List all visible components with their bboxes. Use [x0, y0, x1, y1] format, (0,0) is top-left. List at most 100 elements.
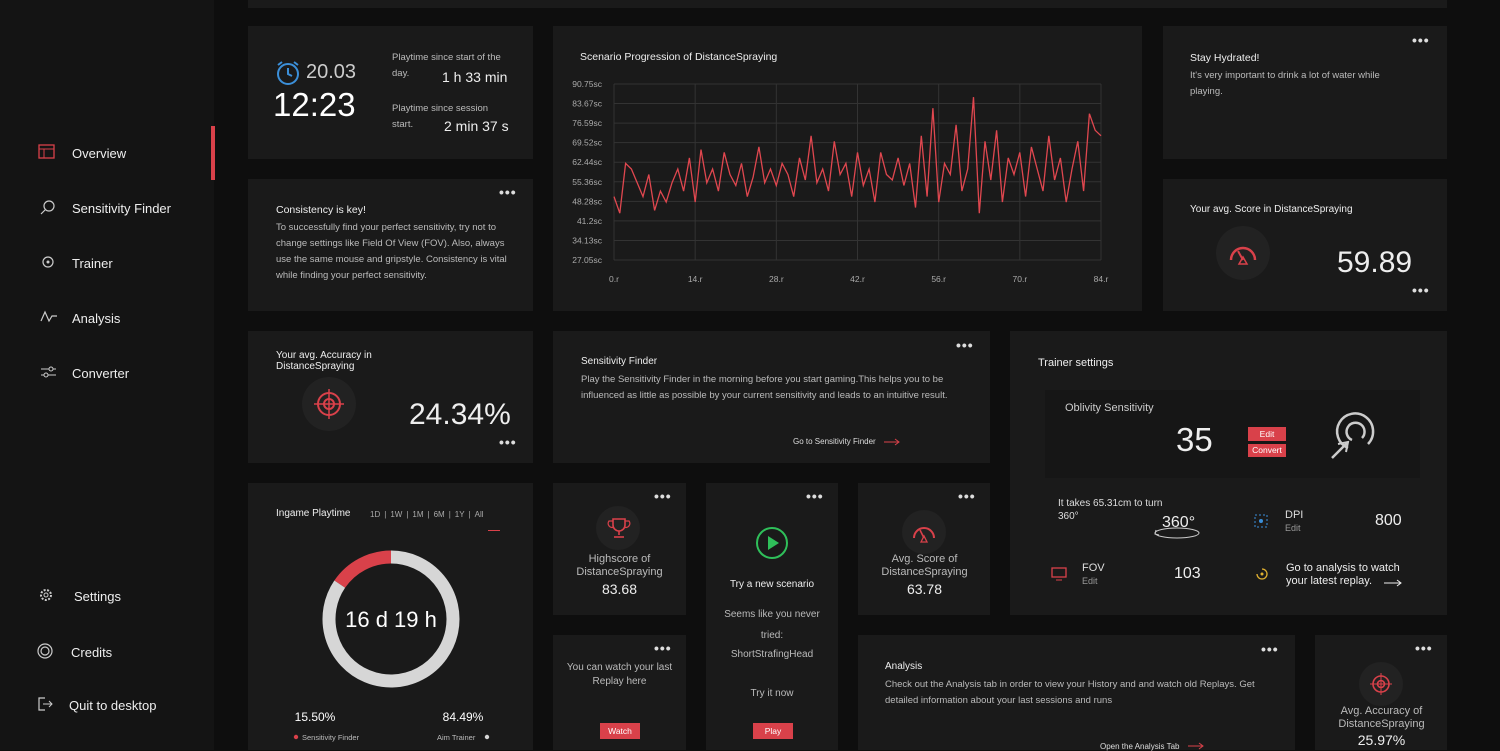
menu-dots[interactable]: ••• [956, 337, 974, 353]
nav-item[interactable]: Credits [71, 645, 113, 660]
donut-segment [334, 550, 392, 589]
stat-label: Your avg. Accuracy in DistanceSpraying [276, 350, 372, 372]
card-text: It's very important to drink a lot of wa… [1190, 70, 1380, 97]
playtime-card [248, 483, 533, 750]
edit-link[interactable]: Edit [1082, 576, 1098, 586]
menu-dots[interactable]: ••• [654, 488, 672, 504]
link[interactable]: Go to Sensitivity Finder [793, 437, 876, 446]
dpi-value: 800 [1375, 512, 1402, 529]
tip-card [858, 635, 1295, 750]
menu-dots[interactable]: ••• [499, 184, 517, 200]
card-title: Stay Hydrated! [1190, 52, 1260, 64]
card-text: Play the Sensitivity Finder in the morni… [581, 374, 948, 401]
legend-label: Sensitivity Finder [302, 733, 360, 742]
icon-bg [902, 510, 946, 554]
range-tab[interactable]: 1W [390, 510, 403, 519]
tip-card [553, 331, 990, 463]
line-chart: 27.05sc 34.13sc 41.2sc 48.28sc 55.36sc 62.44s… [572, 79, 1109, 284]
sensitivity-panel [1045, 390, 1420, 478]
menu-dots[interactable]: ••• [806, 488, 824, 504]
value: 1 h 33 min [442, 69, 508, 85]
range-tab[interactable]: 1M [412, 510, 424, 519]
card-text: Seems like you never tried: [724, 609, 820, 641]
replay-text[interactable]: Go to analysis to watch your latest repl… [1286, 562, 1400, 587]
menu-dots[interactable]: ••• [1415, 640, 1433, 656]
x-tick-label: 70.r [1013, 274, 1028, 284]
card-text: You can watch your last Replay here [566, 662, 673, 687]
gauge-icon [1229, 246, 1257, 265]
y-tick-label: 55.36sc [572, 177, 603, 187]
stat-value: 63.78 [906, 581, 943, 597]
watch-button[interactable]: Watch [600, 723, 640, 739]
menu-dots[interactable]: ••• [1261, 641, 1279, 657]
stat-label: Your avg. Score in DistanceSpraying [1190, 204, 1353, 215]
range-tabs: 1D | 1W | 1M | 6M | 1Y | All [370, 510, 484, 519]
donut-chart: 16 d 19 h 15.50% Sensitivity Finder 84.49% A… [293, 550, 490, 742]
card-title: Try a new scenario [729, 579, 815, 590]
nav-icon [40, 589, 52, 601]
nav-icon [41, 366, 56, 378]
separator: | [448, 510, 451, 519]
edit-link[interactable]: Edit [1285, 523, 1301, 533]
trophy-icon [607, 518, 631, 538]
x-tick-label: 84.r [1094, 274, 1109, 284]
play-button[interactable]: Play [753, 723, 793, 739]
tip-card [248, 179, 533, 311]
nav-item[interactable]: Trainer [72, 256, 113, 271]
link[interactable]: Open the Analysis Tab [1100, 742, 1180, 751]
range-tab[interactable]: All [474, 510, 484, 519]
stat-value: 59.89 [1337, 246, 1413, 279]
tip-card [1163, 26, 1447, 159]
active-indicator [211, 126, 215, 180]
sensitivity-icon [1331, 412, 1375, 459]
y-tick-label: 48.28sc [572, 196, 603, 206]
nav-item[interactable]: Converter [72, 366, 130, 381]
separator: | [427, 510, 430, 519]
center-label: 16 d 19 h [345, 607, 437, 632]
stat-label: Avg. Accuracy of DistanceSpraying [1338, 705, 1425, 730]
time: 12:23 [273, 86, 356, 123]
game-label: Oblivity Sensitivity [1065, 402, 1154, 414]
card-title: Sensitivity Finder [581, 356, 658, 367]
stat-value: 24.34% [409, 398, 511, 431]
stat-label: Highscore of DistanceSpraying [576, 553, 663, 578]
sidebar [0, 0, 214, 750]
range-tab[interactable]: 1Y [454, 510, 465, 519]
x-tick-label: 14.r [688, 274, 703, 284]
scenario-name: ShortStrafingHead [730, 649, 814, 660]
edit-button[interactable]: Edit [1248, 427, 1286, 441]
stat-value: 83.68 [601, 581, 638, 597]
menu-dots[interactable]: ••• [1412, 32, 1430, 48]
fov-value: 103 [1174, 565, 1201, 582]
range-tab[interactable]: 1D [370, 510, 381, 519]
stat-label: Avg. Score of DistanceSpraying [881, 553, 968, 578]
menu-dots[interactable]: ••• [958, 488, 976, 504]
y-tick-label: 41.2sc [577, 216, 603, 226]
nav-item[interactable]: Settings [74, 589, 121, 604]
clock-icon [277, 61, 299, 85]
y-tick-label: 90.75sc [572, 79, 603, 89]
nav-item[interactable]: Analysis [72, 311, 121, 326]
chart-title: Scenario Progression of DistanceSpraying [580, 51, 778, 63]
stat-card [1163, 179, 1447, 311]
target-icon [1370, 673, 1392, 695]
donut-segment [322, 550, 460, 688]
menu-dots[interactable]: ••• [1412, 282, 1430, 298]
nav-item[interactable]: Sensitivity Finder [72, 201, 171, 216]
y-tick-label: 69.52sc [572, 138, 603, 148]
menu-dots[interactable]: ••• [499, 434, 517, 450]
y-tick-label: 34.13sc [572, 235, 603, 245]
fov-icon [1051, 567, 1067, 581]
nav-item[interactable]: Quit to desktop [69, 698, 157, 713]
nav-icon [42, 256, 54, 268]
nav-icon [37, 643, 53, 659]
y-tick-label: 27.05sc [572, 255, 603, 265]
nav-item[interactable]: Overview [72, 146, 127, 161]
range-tab[interactable]: 6M [433, 510, 445, 519]
icon-bg [1216, 226, 1270, 280]
stat-card [248, 331, 533, 463]
convert-button[interactable]: Convert [1248, 444, 1286, 457]
card-title: Analysis [885, 661, 923, 672]
menu-dots[interactable]: ••• [654, 640, 672, 656]
nav-icon [38, 144, 55, 159]
